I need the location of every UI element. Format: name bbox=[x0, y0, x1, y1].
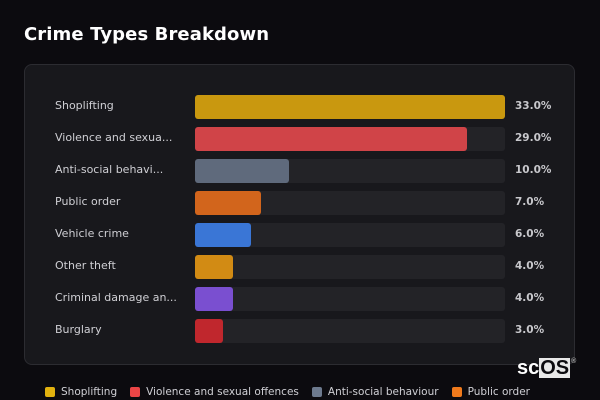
legend-label: Shoplifting bbox=[61, 386, 118, 398]
logo-os: OS bbox=[539, 357, 571, 379]
bar-fill bbox=[195, 255, 233, 279]
bar-label: Criminal damage an... bbox=[55, 291, 177, 304]
bar-value: 6.0% bbox=[515, 228, 545, 240]
bar-value: 7.0% bbox=[515, 196, 545, 208]
bar-row-public-order[interactable]: Public order 7.0% bbox=[25, 191, 574, 215]
bar-fill bbox=[195, 319, 224, 343]
bar-track bbox=[195, 159, 505, 183]
bar-track bbox=[195, 287, 505, 311]
bar-value: 10.0% bbox=[515, 164, 552, 176]
bar-track bbox=[195, 191, 505, 215]
bar-row-shoplifting[interactable]: Shoplifting 33.0% bbox=[25, 95, 574, 119]
bar-fill bbox=[195, 223, 252, 247]
bar-fill bbox=[195, 287, 233, 311]
legend-swatch bbox=[130, 387, 141, 397]
bar-track bbox=[195, 255, 505, 279]
bar-label: Shoplifting bbox=[55, 99, 114, 112]
registered-mark-icon: ® bbox=[571, 358, 577, 365]
legend-item-shoplifting[interactable]: Shoplifting bbox=[45, 386, 117, 398]
bar-label: Burglary bbox=[55, 323, 102, 336]
bar-value: 33.0% bbox=[515, 100, 552, 112]
bar-value: 4.0% bbox=[515, 260, 545, 272]
bar-fill bbox=[195, 191, 261, 215]
legend-item-violence[interactable]: Violence and sexual offences bbox=[130, 386, 299, 398]
bar-label: Violence and sexua... bbox=[55, 131, 173, 144]
bar-label: Anti-social behavi... bbox=[55, 163, 164, 176]
bar-value: 4.0% bbox=[515, 292, 545, 304]
bar-row-violence[interactable]: Violence and sexua... 29.0% bbox=[25, 127, 574, 151]
bar-fill bbox=[195, 95, 505, 119]
scos-logo: sc OS ® bbox=[517, 358, 576, 378]
logo-sc: sc bbox=[517, 357, 540, 379]
bar-row-other-theft[interactable]: Other theft 4.0% bbox=[25, 255, 574, 279]
bar-label: Other theft bbox=[55, 259, 116, 272]
legend-swatch bbox=[311, 387, 322, 397]
legend-label: Public order bbox=[467, 386, 530, 398]
bar-track bbox=[195, 319, 505, 343]
bar-track bbox=[195, 95, 505, 119]
legend-item-public-order[interactable]: Public order bbox=[451, 386, 530, 398]
chart-legend: Shoplifting Violence and sexual offences… bbox=[45, 386, 543, 398]
bar-row-anti-social[interactable]: Anti-social behavi... 10.0% bbox=[25, 159, 574, 183]
bar-track bbox=[195, 127, 505, 151]
bar-fill bbox=[195, 159, 289, 183]
legend-item-anti-social[interactable]: Anti-social behaviour bbox=[311, 386, 439, 398]
bar-fill bbox=[195, 127, 468, 151]
chart-card: Shoplifting 33.0% Violence and sexua... … bbox=[24, 64, 575, 365]
chart-title: Crime Types Breakdown bbox=[24, 24, 270, 45]
legend-label: Anti-social behaviour bbox=[327, 386, 439, 398]
legend-swatch bbox=[45, 387, 55, 397]
bar-track bbox=[195, 223, 505, 247]
bar-value: 3.0% bbox=[515, 324, 545, 336]
bar-label: Vehicle crime bbox=[55, 227, 129, 240]
legend-label: Violence and sexual offences bbox=[146, 386, 299, 398]
bar-value: 29.0% bbox=[515, 132, 552, 144]
bar-label: Public order bbox=[55, 195, 121, 208]
legend-swatch bbox=[451, 387, 462, 397]
bar-row-criminal-damage[interactable]: Criminal damage an... 4.0% bbox=[25, 287, 574, 311]
bar-row-burglary[interactable]: Burglary 3.0% bbox=[25, 319, 574, 343]
bar-row-vehicle-crime[interactable]: Vehicle crime 6.0% bbox=[25, 223, 574, 247]
